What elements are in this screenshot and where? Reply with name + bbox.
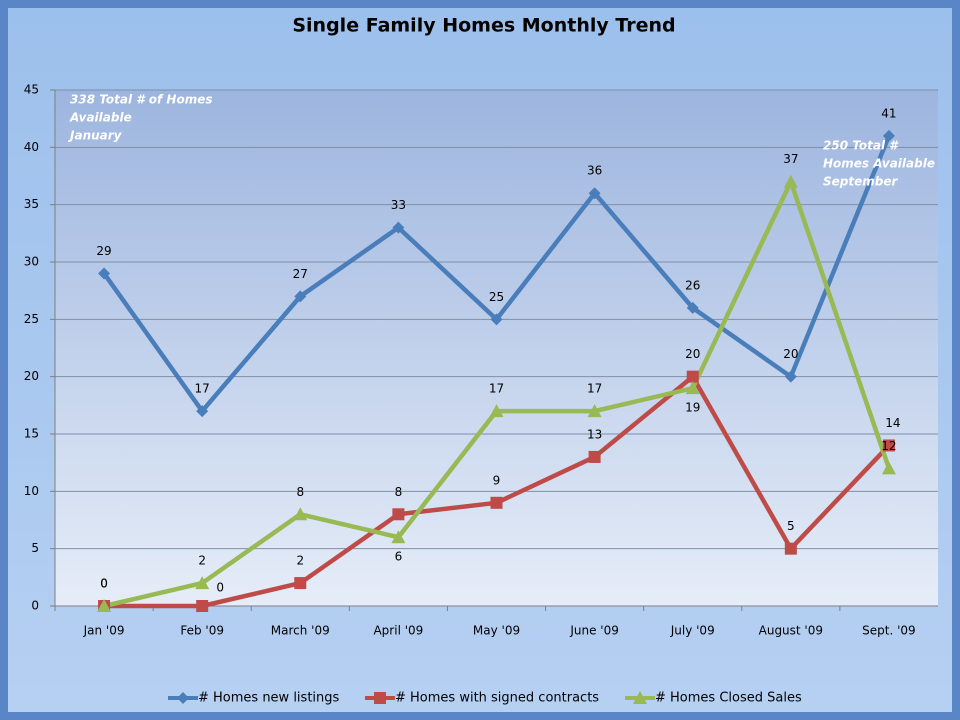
marker	[294, 577, 307, 590]
x-tick-label: March '09	[271, 624, 330, 638]
marker	[195, 576, 210, 590]
annotation: January	[68, 129, 123, 143]
data-label: 8	[296, 485, 304, 499]
marker	[587, 404, 602, 418]
data-label: 17	[195, 382, 210, 396]
chart-title: Single Family Homes Monthly Trend	[292, 15, 675, 37]
marker	[686, 370, 699, 383]
data-label: 37	[783, 152, 798, 166]
marker	[490, 496, 503, 509]
data-label: 14	[885, 416, 900, 430]
x-tick-label: April '09	[373, 624, 423, 638]
x-tick-label: May '09	[473, 624, 520, 638]
y-tick-label: 5	[31, 541, 39, 555]
marker	[489, 404, 504, 418]
data-label: 0	[216, 581, 224, 595]
y-tick-label: 40	[24, 140, 39, 154]
data-label: 27	[293, 267, 308, 281]
y-tick-label: 30	[24, 255, 39, 269]
legend-label: # Homes Closed Sales	[655, 691, 802, 706]
marker	[588, 187, 601, 200]
x-tick-label: July '09	[670, 624, 715, 638]
data-label: 13	[587, 427, 602, 441]
data-label: 9	[493, 473, 501, 487]
marker	[392, 221, 405, 234]
legend-label: # Homes new listings	[198, 691, 340, 706]
y-tick-label: 0	[31, 599, 39, 613]
marker	[784, 370, 797, 383]
x-tick-label: June '09	[569, 624, 619, 638]
x-tick-label: Jan '09	[83, 624, 125, 638]
data-label: 33	[391, 198, 406, 212]
y-tick-label: 25	[24, 312, 39, 326]
marker	[882, 129, 895, 142]
data-label: 8	[395, 485, 403, 499]
y-tick-label: 20	[24, 369, 39, 383]
annotation: Available	[69, 111, 132, 125]
data-label: 26	[685, 278, 700, 292]
marker	[783, 174, 798, 188]
marker	[882, 439, 895, 452]
marker	[98, 267, 111, 280]
data-label: 0	[100, 577, 108, 591]
y-tick-label: 15	[24, 427, 39, 441]
data-label: 0	[100, 577, 108, 591]
data-label: 25	[489, 290, 504, 304]
annotation: 250 Total #	[823, 139, 899, 153]
marker	[686, 301, 699, 314]
data-label: 6	[395, 550, 403, 564]
marker	[293, 507, 308, 521]
y-tick-label: 10	[24, 484, 39, 498]
marker	[685, 381, 700, 395]
marker	[97, 599, 112, 612]
annotation: 338 Total # of Homes	[70, 93, 212, 107]
data-label: 5	[787, 519, 795, 533]
data-label: 29	[96, 244, 111, 258]
data-label: 2	[198, 554, 206, 568]
marker	[490, 313, 503, 326]
marker	[391, 530, 406, 544]
marker	[196, 600, 209, 612]
data-label: 2	[296, 554, 304, 568]
data-label: 36	[587, 164, 602, 178]
annotation: Homes Available	[823, 157, 935, 171]
marker	[881, 461, 896, 475]
x-tick-label: Sept. '09	[862, 624, 916, 638]
data-label: 17	[587, 382, 602, 396]
legend-marker	[177, 692, 189, 704]
marker	[588, 450, 601, 463]
x-tick-label: August '09	[759, 624, 823, 638]
y-tick-label: 45	[24, 83, 39, 97]
plot-area	[55, 90, 938, 606]
legend-marker	[374, 692, 386, 704]
marker	[196, 405, 209, 418]
marker	[392, 508, 405, 521]
data-label: 19	[685, 401, 700, 415]
legend-marker	[633, 691, 647, 704]
data-label: 17	[489, 382, 504, 396]
data-label: 41	[881, 106, 896, 120]
y-tick-label: 35	[24, 197, 39, 211]
marker	[784, 542, 797, 555]
x-tick-label: Feb '09	[180, 624, 224, 638]
annotation: September	[823, 175, 898, 189]
data-label: 12	[881, 439, 896, 453]
data-label: 20	[685, 347, 700, 361]
data-label: 20	[783, 347, 798, 361]
marker	[294, 290, 307, 303]
legend-label: # Homes with signed contracts	[395, 691, 599, 706]
